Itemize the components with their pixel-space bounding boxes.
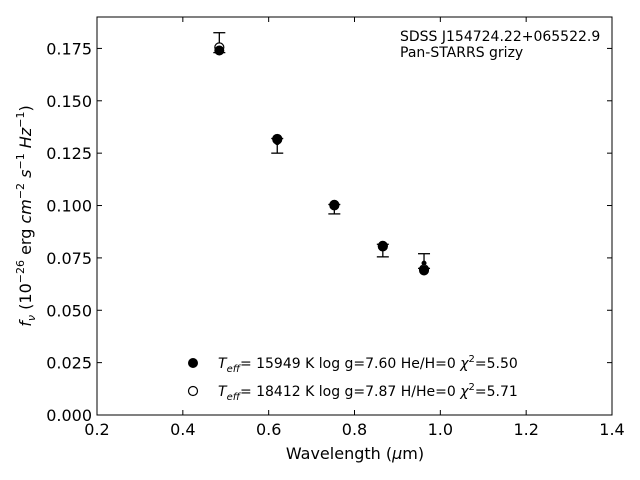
legend: Teff= 15949 K log g=7.60 He/H=0 χ2=5.50 … [187,354,518,403]
y-tick-label: 0.050 [46,301,92,320]
y-tick-label: 0.125 [46,144,92,163]
model-point-filled [272,134,283,145]
y-tick-label: 0.025 [46,354,92,373]
legend-label-1: Teff= 15949 K log g=7.60 He/H=0 χ2=5.50 [218,354,518,375]
y-tick-label: 0.175 [46,39,92,58]
y-tick-label: 0.075 [46,249,92,268]
axes: 0.2 0.4 0.6 0.8 1.0 1.2 1.4 0.000 0.025 0.050 0.07… [46,16,625,439]
y-tick-label: 0.000 [46,406,92,425]
x-tick-label: 1.4 [599,420,624,439]
model-point-filled [419,265,430,276]
x-tick-label: 0.8 [342,420,367,439]
legend-marker-open [187,385,199,397]
model-point-filled [377,240,388,251]
x-tick-label: 1.0 [428,420,453,439]
data-marks [213,32,431,276]
x-axis-title: Wavelength (μm) [286,444,424,463]
x-tick-label: 0.4 [170,420,195,439]
annotation: SDSS J154724.22+065522.9 Pan-STARRS griz… [400,29,600,61]
annotation-line-2: Pan-STARRS grizy [400,45,523,61]
model-point-filled [214,45,225,56]
observed-point [421,260,427,266]
annotation-line-1: SDSS J154724.22+065522.9 [400,29,600,45]
y-axis-title: fν (10−26 erg cm−2 s−1 Hz−1) [14,105,38,326]
x-tick-label: 0.2 [84,420,109,439]
model-point-filled [329,200,340,211]
x-tick-label: 1.2 [513,420,538,439]
y-tick-label: 0.100 [46,197,92,216]
y-tick-label: 0.150 [46,92,92,111]
legend-label-2: Teff= 18412 K log g=7.87 H/He=0 χ2=5.71 [218,382,518,403]
legend-marker-filled [188,358,198,368]
x-tick-label: 0.6 [256,420,281,439]
